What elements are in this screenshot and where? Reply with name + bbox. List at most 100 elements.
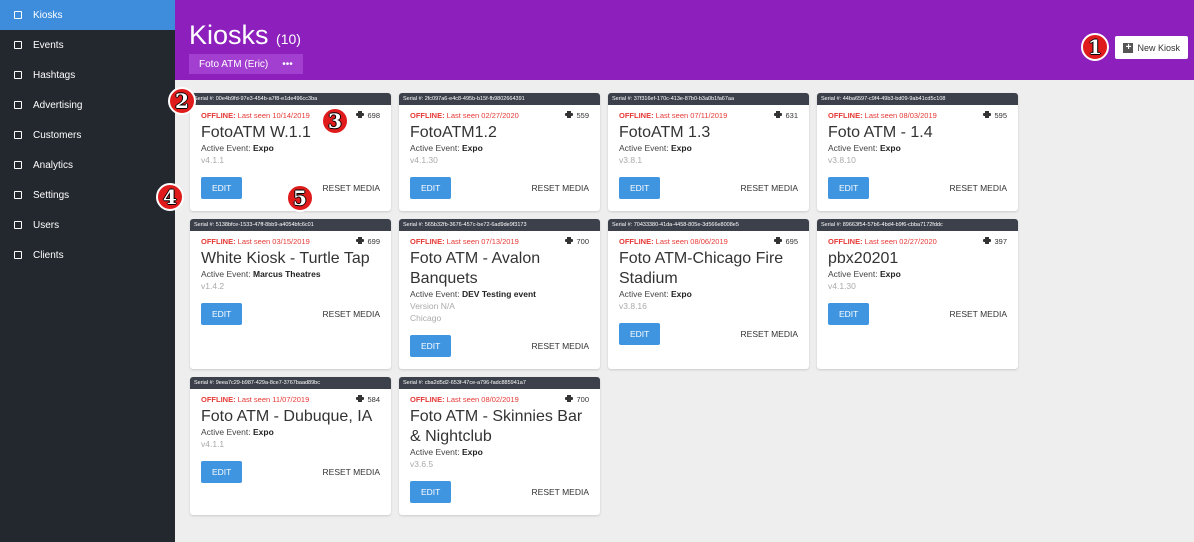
card-body: OFFLINE: Last seen 08/06/2019 695 Foto ATM… <box>608 231 809 345</box>
nav-item[interactable]: Users <box>0 210 175 240</box>
print-count: 631 <box>774 111 798 120</box>
edit-button[interactable]: EDIT <box>410 335 452 357</box>
version: v1.4.2 <box>201 281 225 291</box>
reset-media-button[interactable]: RESET MEDIA <box>531 487 589 497</box>
print-count: 700 <box>565 395 589 404</box>
edit-button[interactable]: EDIT <box>201 177 243 199</box>
serial: Serial #: 2fc097a6-e4c8-495b-b15f-fb9802… <box>399 93 600 105</box>
status-label: OFFLINE: <box>410 111 445 120</box>
print-count-value: 559 <box>576 111 589 120</box>
nav-icon <box>14 161 22 169</box>
last-seen: Last seen 03/15/2019 <box>237 237 310 246</box>
kiosk-name: FotoATM W.1.1 <box>201 124 311 141</box>
print-count-value: 397 <box>994 237 1007 246</box>
kiosk-card: Serial #: 37f316ef-170c-413e-87b0-b3a0b1… <box>608 93 809 211</box>
annotation-badge: 5 <box>286 184 314 212</box>
edit-button[interactable]: EDIT <box>201 461 243 483</box>
nav-item[interactable]: Advertising <box>0 90 175 120</box>
status-row: OFFLINE: Last seen 07/11/2019 631 <box>619 111 798 120</box>
nav-label: Advertising <box>33 99 83 111</box>
nav-item[interactable]: Clients <box>0 240 175 270</box>
last-seen: Last seen 07/13/2019 <box>446 237 519 246</box>
button-label: New Kiosk <box>1137 42 1180 53</box>
buttons: EDIT RESET MEDIA <box>828 177 1007 199</box>
active-event: Active Event: Expo <box>410 447 589 457</box>
active-event: Active Event: Expo <box>201 143 380 153</box>
event-label: Active Event: <box>410 447 460 457</box>
event-label: Active Event: <box>201 427 251 437</box>
nav-label: Events <box>33 39 64 51</box>
new-kiosk-button[interactable]: + New Kiosk <box>1115 36 1188 59</box>
edit-button[interactable]: EDIT <box>410 481 452 503</box>
kiosk-card: Serial #: 89663f54-57b6-4bd4-b9f6-cbba71… <box>817 219 1018 369</box>
active-event: Active Event: Expo <box>828 269 1007 279</box>
nav-label: Kiosks <box>33 9 63 21</box>
reset-media-button[interactable]: RESET MEDIA <box>531 341 589 351</box>
annotation-badge: 1 <box>1081 33 1109 61</box>
event-name: Expo <box>879 269 901 279</box>
nav-item[interactable]: Analytics <box>0 150 175 180</box>
status-label: OFFLINE: <box>201 395 236 404</box>
event-label: Active Event: <box>201 269 251 279</box>
edit-button[interactable]: EDIT <box>201 303 243 325</box>
kiosk-name: White Kiosk - Turtle Tap <box>201 250 370 267</box>
reset-media-button[interactable]: RESET MEDIA <box>531 183 589 193</box>
event-label: Active Event: <box>201 143 251 153</box>
nav-item[interactable]: Hashtags <box>0 60 175 90</box>
buttons: EDIT RESET MEDIA <box>619 177 798 199</box>
kiosk-card: Serial #: 5138bfce-1533-47ff-8bb9-a4054b… <box>190 219 391 369</box>
serial: Serial #: 89663f54-57b6-4bd4-b9f6-cbba71… <box>817 219 1018 231</box>
print-count: 595 <box>983 111 1007 120</box>
active-event: Active Event: Expo <box>410 143 589 153</box>
version: v4.1.1 <box>201 155 225 165</box>
edit-button[interactable]: EDIT <box>619 177 661 199</box>
print-count: 699 <box>356 237 380 246</box>
reset-media-button[interactable]: RESET MEDIA <box>949 183 1007 193</box>
reset-media-button[interactable]: RESET MEDIA <box>322 467 380 477</box>
event-label: Active Event: <box>619 143 669 153</box>
active-event: Active Event: Expo <box>619 289 798 299</box>
status: OFFLINE: Last seen 07/13/2019 <box>410 237 519 246</box>
version: v3.8.10 <box>828 155 856 165</box>
client-tab[interactable]: Foto ATM (Eric) ••• <box>189 54 303 74</box>
nav-item[interactable]: Settings <box>0 180 175 210</box>
buttons: EDIT RESET MEDIA <box>201 177 380 199</box>
nav-item[interactable]: Events <box>0 30 175 60</box>
edit-button[interactable]: EDIT <box>828 303 870 325</box>
event-name: Marcus Theatres <box>252 269 321 279</box>
nav-item[interactable]: Kiosks <box>0 0 175 30</box>
status: OFFLINE: Last seen 08/06/2019 <box>619 237 728 246</box>
edit-button[interactable]: EDIT <box>828 177 870 199</box>
printer-icon <box>565 395 574 404</box>
reset-media-button[interactable]: RESET MEDIA <box>322 183 380 193</box>
version: v3.8.1 <box>619 155 643 165</box>
status: OFFLINE: Last seen 08/02/2019 <box>410 395 519 404</box>
kiosk-card: Serial #: 565b32fb-3676-457c-be72-6ad9de… <box>399 219 600 369</box>
buttons: EDIT RESET MEDIA <box>410 177 589 199</box>
nav-item[interactable]: Customers <box>0 120 175 150</box>
last-seen: Last seen 10/14/2019 <box>237 111 310 120</box>
card-body: OFFLINE: Last seen 02/27/2020 559 FotoATM1… <box>399 105 600 199</box>
reset-media-button[interactable]: RESET MEDIA <box>322 309 380 319</box>
kiosk-name: Foto ATM - Skinnies Bar & Nightclub <box>410 408 583 445</box>
reset-media-button[interactable]: RESET MEDIA <box>949 309 1007 319</box>
status-label: OFFLINE: <box>828 111 863 120</box>
kiosk-name: pbx20201 <box>828 250 899 267</box>
reset-media-button[interactable]: RESET MEDIA <box>740 183 798 193</box>
edit-button[interactable]: EDIT <box>410 177 452 199</box>
tab-menu[interactable]: ••• <box>282 58 293 70</box>
status-label: OFFLINE: <box>410 237 445 246</box>
status-row: OFFLINE: Last seen 08/06/2019 695 <box>619 237 798 246</box>
print-count-value: 699 <box>367 237 380 246</box>
last-seen: Last seen 02/27/2020 <box>864 237 937 246</box>
printer-icon <box>983 111 992 120</box>
event-name: DEV Testing event <box>461 289 536 299</box>
kiosk-card: Serial #: 9eea7c29-b987-429a-8ce7-3767ba… <box>190 377 391 515</box>
edit-button[interactable]: EDIT <box>619 323 661 345</box>
version: v4.1.30 <box>828 281 856 291</box>
reset-media-button[interactable]: RESET MEDIA <box>740 329 798 339</box>
print-count-value: 700 <box>576 395 589 404</box>
status-label: OFFLINE: <box>619 237 654 246</box>
kiosk-grid: Serial #: 00e4b9fd-97e3-454b-a7f8-e1de49… <box>190 93 1018 515</box>
